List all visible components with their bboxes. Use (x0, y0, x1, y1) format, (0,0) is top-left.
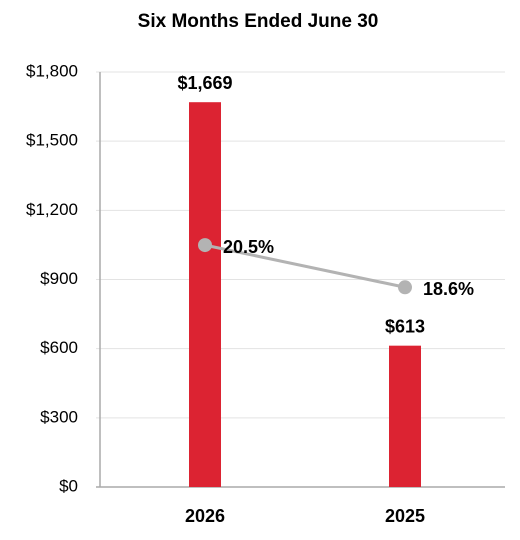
y-tick-label: $600 (40, 338, 78, 357)
bar-value-label: $613 (385, 316, 425, 336)
y-tick-label: $1,800 (26, 61, 78, 80)
x-tick-label: 2026 (185, 506, 225, 526)
chart-title: Six Months Ended June 30 (138, 11, 379, 32)
line-value-label: 20.5% (223, 237, 274, 257)
line (204, 243, 406, 289)
x-tick-label: 2025 (385, 506, 425, 526)
y-tick-label: $900 (40, 269, 78, 288)
y-tick-label: $1,200 (26, 200, 78, 219)
line-point (198, 238, 212, 253)
y-tick-label: $0 (59, 476, 78, 495)
y-tick-label: $1,500 (26, 131, 78, 150)
bar (389, 345, 421, 487)
bar-value-label: $1,669 (177, 73, 232, 93)
bar (189, 102, 221, 488)
line-point (398, 280, 412, 295)
line-value-label: 18.6% (423, 279, 474, 299)
y-tick-label: $300 (40, 407, 78, 426)
